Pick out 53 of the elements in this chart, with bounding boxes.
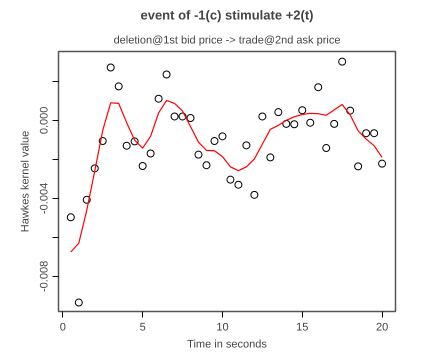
point — [282, 120, 290, 128]
point — [346, 106, 354, 115]
point — [242, 141, 250, 150]
point — [90, 164, 99, 172]
point — [234, 180, 242, 189]
y-tick-label: -0.004 — [38, 182, 50, 214]
point — [146, 150, 155, 158]
point — [370, 129, 378, 138]
point — [202, 161, 210, 170]
point — [138, 162, 147, 170]
point — [186, 114, 195, 122]
point — [130, 137, 139, 146]
point — [74, 298, 83, 307]
x-tick-label: 10 — [216, 322, 229, 334]
point — [114, 82, 123, 90]
point — [330, 120, 338, 128]
point — [122, 142, 131, 150]
point — [226, 176, 234, 184]
point — [162, 70, 171, 79]
y-tick-label: -0.008 — [38, 260, 50, 292]
x-tick-label: 20 — [376, 322, 388, 334]
point — [258, 112, 266, 120]
y-tick-label: 0.000 — [38, 106, 50, 134]
point — [290, 120, 298, 128]
point — [66, 213, 75, 222]
chart-title: event of -1(c) stimulate +2(t) — [140, 8, 314, 22]
point — [266, 153, 274, 162]
x-tick-label: 5 — [140, 322, 146, 334]
point — [362, 129, 370, 138]
point — [354, 162, 362, 170]
line-series — [70, 100, 383, 253]
point — [82, 196, 91, 204]
point — [106, 64, 115, 72]
x-tick-label: 15 — [296, 322, 308, 334]
point — [314, 83, 322, 92]
point — [218, 132, 226, 140]
point — [98, 137, 107, 146]
point — [378, 160, 386, 168]
point — [154, 94, 163, 103]
point — [274, 108, 282, 116]
chart-subtitle: deletion@1st bid price -> trade@2nd ask price — [114, 34, 340, 46]
x-tick-label: 0 — [60, 322, 66, 334]
point — [170, 112, 179, 120]
point — [322, 144, 330, 152]
point — [210, 137, 218, 146]
x-axis-title: Time in seconds — [187, 338, 268, 350]
y-axis-title: Hawkes kernel value — [20, 130, 32, 232]
point — [178, 112, 187, 120]
point — [194, 150, 203, 159]
point — [306, 118, 314, 127]
point — [338, 58, 346, 66]
point — [298, 106, 306, 114]
point — [250, 190, 258, 199]
